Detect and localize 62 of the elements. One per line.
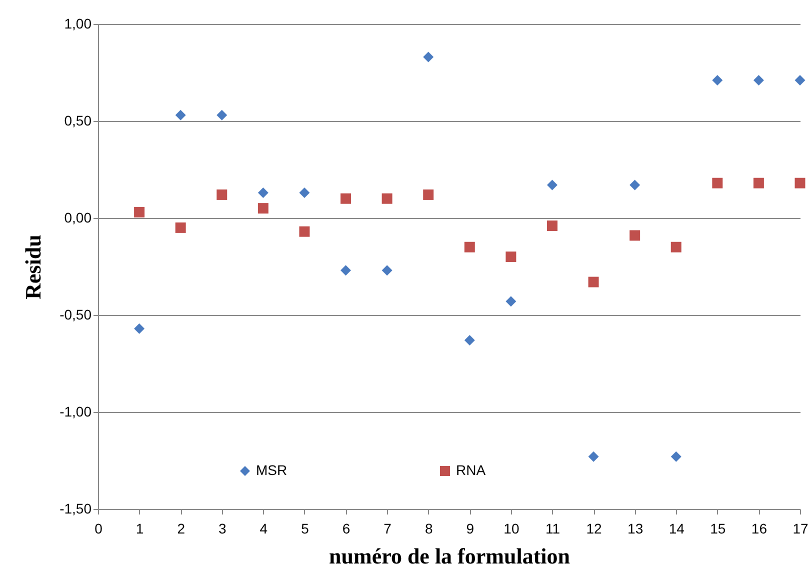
point [588,451,599,462]
point [382,193,392,204]
legend-label: RNA [456,462,486,478]
x-tick-label: 0 [94,520,103,536]
legend-label: MSR [256,462,288,478]
point [546,180,558,190]
x-tick-label: 2 [177,520,186,536]
point [753,75,764,86]
x-tick-label: 12 [586,520,602,536]
y-tick-label: 1,00 [64,16,92,32]
point [630,230,640,241]
point [794,75,806,86]
x-tick-label: 11 [545,520,560,536]
x-tick-label: 9 [466,520,474,536]
point [423,189,434,200]
y-tick-label: -1,00 [60,404,92,420]
point [382,265,392,276]
y-tick-label: -1,50 [60,500,92,516]
x-tick-label: 7 [384,520,392,536]
point [712,75,723,86]
point [712,178,723,188]
point [299,226,310,237]
x-tick-label: 17 [792,520,808,536]
x-axis-title: numéro de la formulation [329,544,570,568]
x-tick-label: 6 [342,520,350,536]
point [753,178,764,188]
point [340,265,352,276]
y-tick-label: 0,00 [64,210,92,226]
x-tick-label: 10 [504,520,520,536]
x-tick-label: 1 [136,520,144,536]
x-tick-label: 8 [424,520,433,536]
point [630,180,640,190]
x-tick-label: 13 [628,520,644,536]
point [423,52,434,62]
point [464,242,475,252]
y-axis-title: Residu [20,234,46,300]
x-tick-label: 15 [710,520,726,536]
point [340,193,352,204]
point [794,178,806,188]
point [175,110,186,120]
point [506,252,516,262]
point [670,451,682,462]
point [134,323,145,334]
point [299,188,310,198]
point [216,189,228,200]
point [134,206,145,218]
point [670,242,682,252]
x-tick-label: 4 [260,520,268,536]
point [546,220,558,232]
point [258,203,268,214]
point [175,222,186,233]
y-tick-label: 0,50 [64,112,92,128]
x-tick-label: 5 [301,520,310,536]
y-tick-label: -0,50 [60,306,92,322]
x-tick-label: 14 [668,520,685,536]
point [258,188,268,198]
point [464,334,475,346]
x-tick-label: 3 [218,520,226,536]
x-tick-label: 16 [751,520,768,536]
point [506,296,516,307]
point [588,276,599,288]
point [216,110,228,120]
